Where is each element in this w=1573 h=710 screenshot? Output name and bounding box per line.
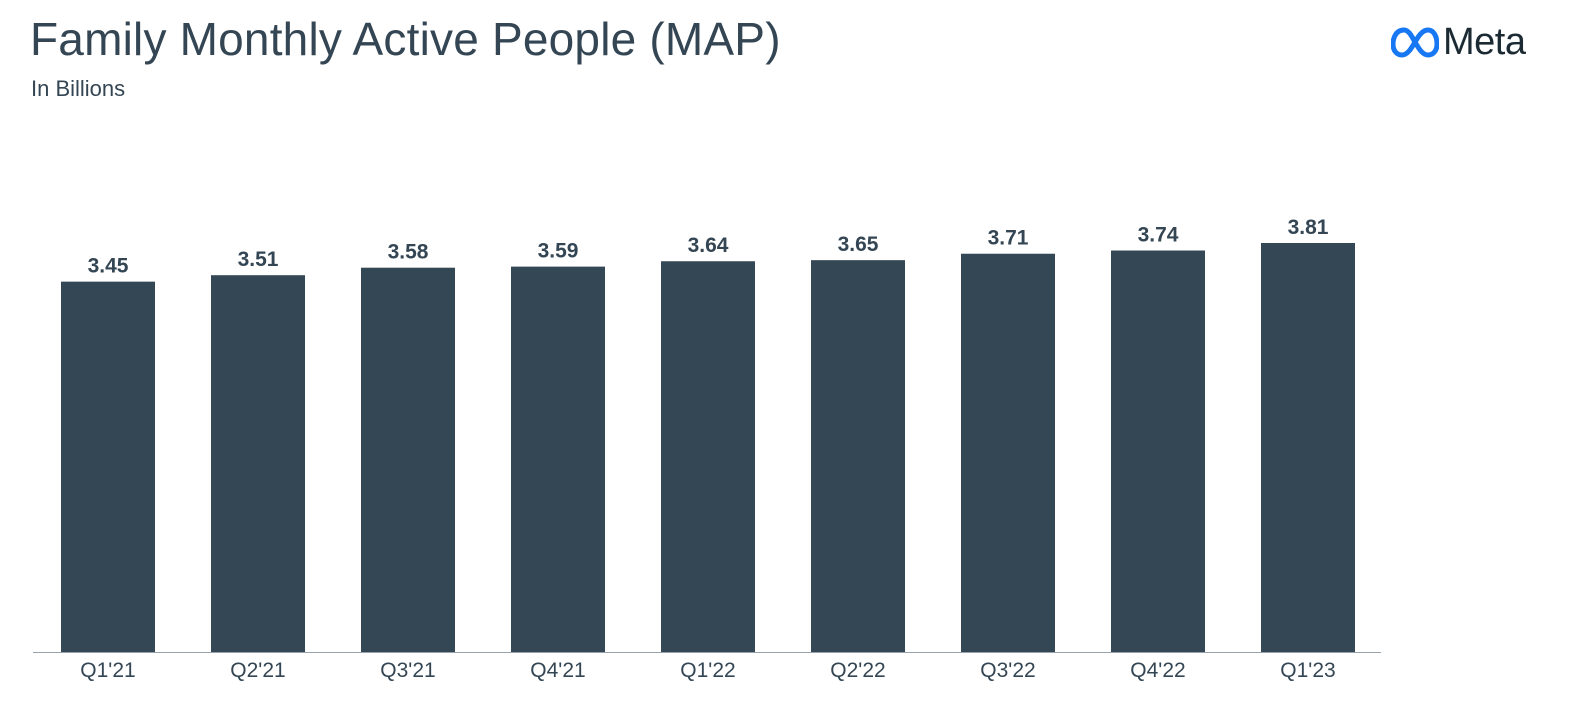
bar-value-label: 3.74: [1138, 224, 1179, 247]
bar-Q1'22: [661, 261, 755, 652]
bar-value-label: 3.58: [388, 241, 429, 264]
x-tick-label: Q4'22: [1130, 659, 1185, 682]
value-labels-group: 3.45 3.51 3.58 3.59 3.64 3.65 3.71 3.74 3.81: [88, 216, 1329, 278]
bar-Q3'21: [361, 267, 455, 652]
x-tick-label: Q1'23: [1280, 659, 1335, 682]
x-tick-label: Q3'22: [980, 659, 1035, 682]
meta-logo: Meta: [1391, 21, 1526, 63]
bar-Q4'22: [1111, 250, 1205, 652]
x-tick-label: Q3'21: [380, 659, 435, 682]
x-tick-label: Q4'21: [530, 659, 585, 682]
meta-logo-text: Meta: [1443, 21, 1526, 63]
bar-value-label: 3.51: [238, 248, 279, 271]
bar-value-label: 3.71: [988, 227, 1029, 250]
meta-infinity-icon: [1391, 27, 1439, 58]
bar-Q1'21: [61, 281, 155, 652]
x-tick-label: Q2'22: [830, 659, 885, 682]
x-tick-label: Q2'21: [230, 659, 285, 682]
bar-value-label: 3.45: [88, 255, 129, 278]
bar-Q1'23: [1261, 243, 1355, 652]
chart-title: Family Monthly Active People (MAP): [30, 13, 781, 65]
bar-value-label: 3.64: [688, 234, 729, 257]
bar-value-label: 3.65: [838, 233, 879, 256]
x-tick-labels-group: Q1'21 Q2'21 Q3'21 Q4'21 Q1'22 Q2'22 Q3'22 Q4'22…: [80, 659, 1335, 682]
bar-value-label: 3.59: [538, 240, 579, 263]
x-tick-label: Q1'22: [680, 659, 735, 682]
bar-Q2'22: [811, 260, 905, 652]
bars-group: [61, 243, 1355, 652]
bar-Q4'21: [511, 266, 605, 652]
bar-value-label: 3.81: [1288, 216, 1329, 239]
bar-Q2'21: [211, 275, 305, 652]
bar-Q3'22: [961, 253, 1055, 652]
x-tick-label: Q1'21: [80, 659, 135, 682]
chart-subtitle: In Billions: [31, 76, 126, 101]
